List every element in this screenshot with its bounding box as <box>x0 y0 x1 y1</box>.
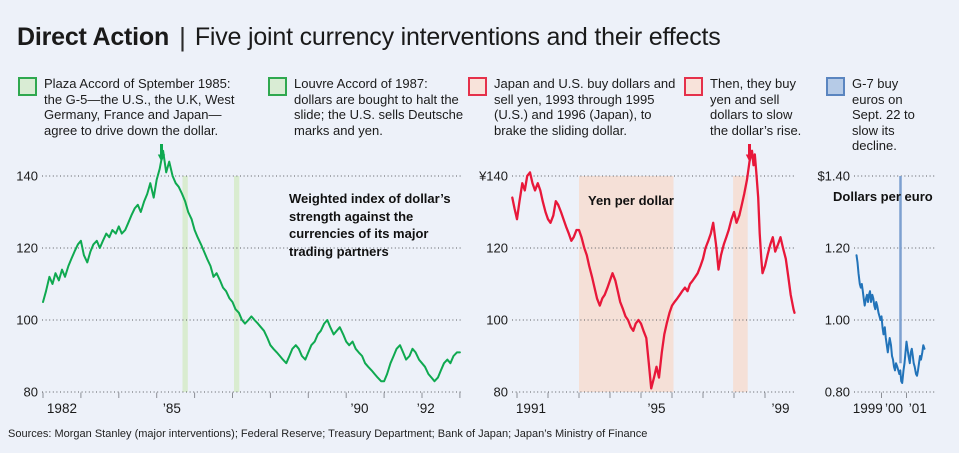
chart-canvas: ¥140 120 100 80 1991 ’95 ’99 <box>478 149 796 416</box>
green-swatch-icon <box>268 77 287 96</box>
x-tick-label: ’00 <box>885 401 903 416</box>
y-tick-label: 120 <box>16 241 38 256</box>
chart-yen-per-dollar: ¥140 120 100 80 1991 ’95 ’99 Yen per dollar <box>478 149 816 422</box>
chart-annotation: Dollars per euro <box>833 189 933 204</box>
y-tick-label: 80 <box>494 385 508 400</box>
chart-dollars-per-euro: $1.40 1.20 1.00 0.80 1999’00 ’01 Dollars per … <box>817 150 959 422</box>
chart-dollar-index: 140 120 100 80 1982 ’85 ’90 ’92 Weighted index … <box>10 149 473 422</box>
green-swatch-icon <box>18 77 37 96</box>
series-line <box>42 149 461 383</box>
legend-item-buy-yen: Then, they buy yen and sell dollars to s… <box>684 76 812 138</box>
x-tick-label: ’85 <box>163 401 181 416</box>
title-separator: | <box>179 22 186 52</box>
legend-text: Louvre Accord of 1987: dollars are bough… <box>294 76 464 138</box>
x-tick-label: ’95 <box>647 401 665 416</box>
intervention-band <box>182 176 188 392</box>
y-tick-label: 80 <box>24 385 38 400</box>
legend-item-buy-dollars: Japan and U.S. buy dollars and sell yen,… <box>468 76 684 138</box>
titlebar: Direct Action | Five joint currency interv… <box>17 21 721 52</box>
y-tick-label: 1.00 <box>825 313 850 328</box>
x-tick-label: ’92 <box>417 401 435 416</box>
x-tick-label: ’90 <box>350 401 368 416</box>
intervention-band <box>234 176 240 392</box>
sources-note: Sources: Morgan Stanley (major intervent… <box>8 428 648 440</box>
page-title: Direct Action <box>17 23 170 51</box>
legend-text: Then, they buy yen and sell dollars to s… <box>710 76 802 138</box>
legend-text: Japan and U.S. buy dollars and sell yen,… <box>494 76 676 138</box>
y-tick-label: 100 <box>486 313 508 328</box>
y-tick-label: 1.20 <box>825 241 850 256</box>
legend-text: Plaza Accord of Sptember 1985: the G-5—t… <box>44 76 235 138</box>
page-subtitle: Five joint currency interventions and th… <box>194 23 721 51</box>
series-line <box>855 254 926 384</box>
y-tick-label: $1.40 <box>817 169 850 184</box>
y-tick-label: 100 <box>16 313 38 328</box>
y-tick-label: 140 <box>16 169 38 184</box>
x-tick-label: 1991 <box>516 401 546 416</box>
x-tick-label: ’99 <box>771 401 789 416</box>
legend-item-plaza-accord: Plaza Accord of Sptember 1985: the G-5—t… <box>18 76 252 138</box>
legend-item-buy-euros: G-7 buy euros on Sept. 22 to slow its de… <box>826 76 934 154</box>
y-tick-label: 120 <box>486 241 508 256</box>
red-swatch-icon <box>684 77 703 96</box>
red-swatch-icon <box>468 77 487 96</box>
x-tick-label: 1982 <box>47 401 77 416</box>
chart-canvas: 140 120 100 80 1982 ’85 ’90 ’92 <box>16 149 463 416</box>
y-tick-label: ¥140 <box>478 169 508 184</box>
blue-swatch-icon <box>826 77 845 96</box>
chart-annotation: Weighted index of dollar’s strength agai… <box>289 191 451 259</box>
legend-item-louvre-accord: Louvre Accord of 1987: dollars are bough… <box>268 76 468 138</box>
intervention-band <box>733 176 748 392</box>
chart-annotation: Yen per dollar <box>588 193 674 208</box>
y-tick-label: 0.80 <box>825 385 850 400</box>
x-tick-label: ’01 <box>909 401 927 416</box>
legend-text: G-7 buy euros on Sept. 22 to slow its de… <box>852 76 915 154</box>
x-tick-label: 1999 <box>853 401 883 416</box>
series-line <box>511 149 796 390</box>
